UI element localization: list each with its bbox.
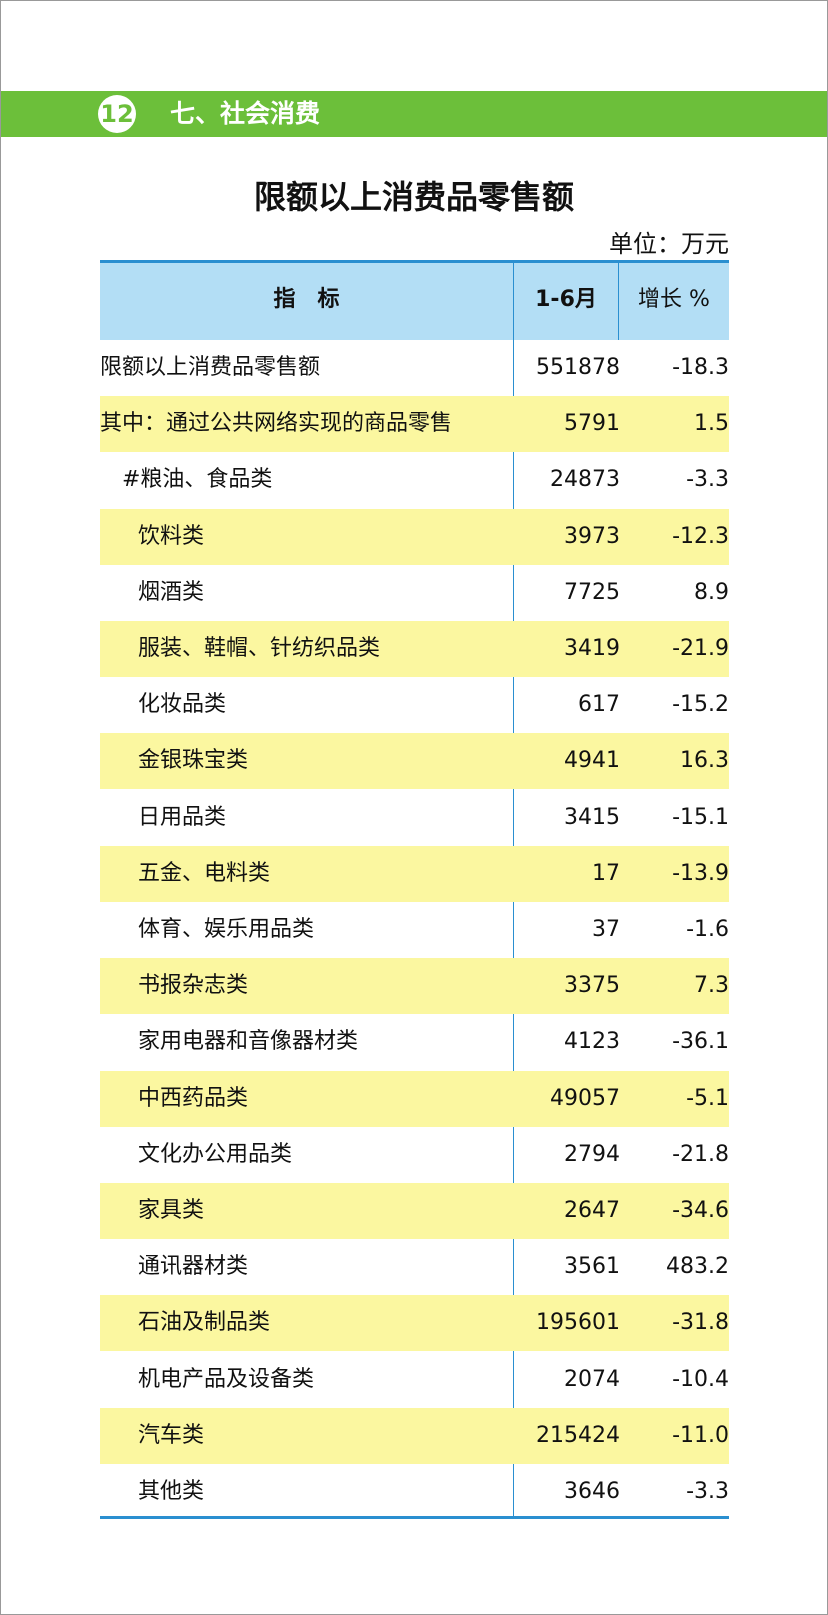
row-label: 通讯器材类	[138, 1254, 249, 1280]
row-label: 家具类	[138, 1198, 205, 1223]
table-row	[100, 621, 729, 677]
value-cell: 17	[592, 860, 620, 886]
growth-cell: -36.1	[672, 1029, 729, 1055]
value-cell: 3415	[564, 804, 620, 830]
table-row	[100, 1183, 729, 1239]
growth-cell: -5.1	[686, 1085, 729, 1111]
growth-cell: -13.9	[672, 860, 729, 886]
value-cell: 3646	[564, 1479, 620, 1504]
row-label: 家用电器和音像器材类	[138, 1029, 359, 1055]
row-label: #粮油、食品类	[122, 467, 273, 493]
value-cell: 2794	[564, 1141, 620, 1167]
growth-cell: -3.3	[686, 467, 729, 493]
unit-label: 单位：万元	[609, 230, 729, 258]
row-label: 日用品类	[138, 804, 227, 830]
row-label: 烟酒类	[138, 579, 205, 605]
growth-cell: -21.9	[672, 636, 729, 661]
value-cell: 551878	[536, 355, 620, 380]
growth-cell: -34.6	[672, 1198, 729, 1223]
growth-cell: -10.4	[672, 1366, 729, 1392]
row-label: 金银珠宝类	[138, 748, 249, 774]
row-label: 五金、电料类	[138, 860, 271, 886]
value-cell: 37	[592, 917, 620, 942]
table-row	[100, 958, 729, 1015]
value-cell: 49057	[550, 1085, 620, 1111]
table-row	[100, 1070, 729, 1127]
table-row	[100, 396, 729, 453]
value-cell: 3375	[564, 973, 620, 999]
value-cell: 5791	[564, 411, 620, 437]
value-cell: 215424	[536, 1422, 620, 1448]
row-label: 限额以上消费品零售额	[100, 355, 321, 380]
growth-cell: 8.9	[694, 579, 729, 605]
growth-cell: -1.6	[686, 917, 729, 942]
row-label: 文化办公用品类	[138, 1141, 293, 1167]
growth-cell: -3.3	[686, 1479, 729, 1504]
row-label: 服装、鞋帽、针纺织品类	[138, 636, 381, 661]
table-row	[100, 733, 729, 790]
growth-cell: -15.1	[672, 804, 729, 830]
growth-cell: -18.3	[672, 355, 729, 380]
growth-cell: -21.8	[672, 1141, 729, 1167]
growth-cell: -11.0	[672, 1422, 729, 1448]
value-cell: 2074	[564, 1366, 620, 1392]
row-label: 体育、娱乐用品类	[138, 917, 315, 942]
growth-cell: -31.8	[672, 1310, 729, 1336]
value-cell: 3973	[564, 523, 620, 549]
table-row	[100, 1407, 729, 1464]
value-cell: 24873	[550, 467, 620, 493]
value-cell: 617	[578, 692, 620, 718]
row-label: 石油及制品类	[138, 1310, 271, 1336]
growth-cell: 1.5	[694, 411, 729, 437]
table-title: 限额以上消费品零售额	[253, 178, 574, 216]
value-cell: 195601	[536, 1310, 620, 1336]
row-label: 其他类	[138, 1479, 205, 1504]
value-cell: 7725	[564, 579, 620, 605]
section-banner	[1, 91, 827, 137]
table-row	[100, 845, 729, 902]
growth-cell: -15.2	[672, 692, 729, 718]
table-row	[100, 508, 729, 565]
row-label: 其中：通过公共网络实现的商品零售	[100, 411, 453, 437]
column-header: 指 标	[273, 287, 340, 312]
table-row	[100, 1295, 729, 1352]
row-label: 书报杂志类	[138, 973, 249, 999]
value-cell: 3419	[564, 636, 620, 661]
column-header: 增长 %	[638, 287, 710, 312]
row-label: 饮料类	[138, 523, 205, 549]
growth-cell: -12.3	[672, 523, 729, 549]
header-divider	[618, 260, 619, 340]
growth-cell: 7.3	[694, 973, 729, 999]
value-cell: 4941	[564, 748, 620, 774]
section-number: 12	[98, 95, 136, 133]
row-label: 化妆品类	[138, 692, 227, 718]
column-header: 1-6月	[535, 287, 597, 312]
row-label: 中西药品类	[138, 1085, 249, 1111]
value-cell: 4123	[564, 1029, 620, 1055]
table-bottom-rule	[100, 1516, 729, 1519]
row-label: 汽车类	[138, 1422, 205, 1448]
growth-cell: 16.3	[680, 748, 729, 774]
row-label: 机电产品及设备类	[138, 1366, 315, 1392]
table-header	[100, 260, 729, 340]
value-cell: 3561	[564, 1254, 620, 1280]
value-cell: 2647	[564, 1198, 620, 1223]
section-title: 七、社会消费	[170, 99, 321, 128]
growth-cell: 483.2	[666, 1254, 729, 1280]
